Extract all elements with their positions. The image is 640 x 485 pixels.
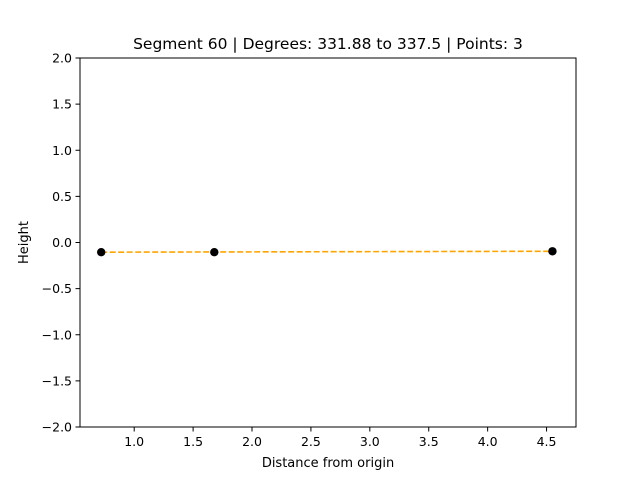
x-tick-label: 3.0 xyxy=(360,434,380,449)
y-tick-label: −2.0 xyxy=(42,420,72,435)
y-tick-label: 0.5 xyxy=(52,189,72,204)
y-tick-label: −1.0 xyxy=(42,327,72,342)
y-axis: 2.0 1.5 1.0 0.5 0.0 −0.5 −1.0 −1.5 −2.0 xyxy=(42,51,80,435)
plot-area xyxy=(79,57,577,428)
x-tick-label: 2.5 xyxy=(301,434,321,449)
y-tick-label: 1.0 xyxy=(52,143,72,158)
x-axis: 1.0 1.5 2.0 2.5 3.0 3.5 4.0 4.5 xyxy=(124,427,556,449)
y-tick-label: 1.5 xyxy=(52,97,72,112)
x-tick-label: 2.0 xyxy=(242,434,262,449)
data-point xyxy=(548,247,557,256)
y-tick-label: 0.0 xyxy=(52,235,72,250)
data-point xyxy=(210,247,219,257)
x-tick-label: 1.0 xyxy=(124,434,144,449)
x-tick-label: 4.5 xyxy=(537,434,557,449)
y-tick-label: 2.0 xyxy=(52,51,72,66)
x-tick-label: 4.0 xyxy=(478,434,498,449)
y-axis-label: Height xyxy=(17,221,32,264)
chart-title: Segment 60 | Degrees: 331.88 to 337.5 | … xyxy=(133,35,523,53)
y-tick-label: −1.5 xyxy=(42,373,72,388)
y-tick-label: −0.5 xyxy=(42,281,72,296)
series-layer xyxy=(97,247,557,257)
fit-line xyxy=(101,250,553,253)
x-tick-label: 1.5 xyxy=(183,434,203,449)
x-tick-label: 3.5 xyxy=(419,434,439,449)
data-point xyxy=(97,247,106,257)
x-axis-label: Distance from origin xyxy=(262,456,394,471)
